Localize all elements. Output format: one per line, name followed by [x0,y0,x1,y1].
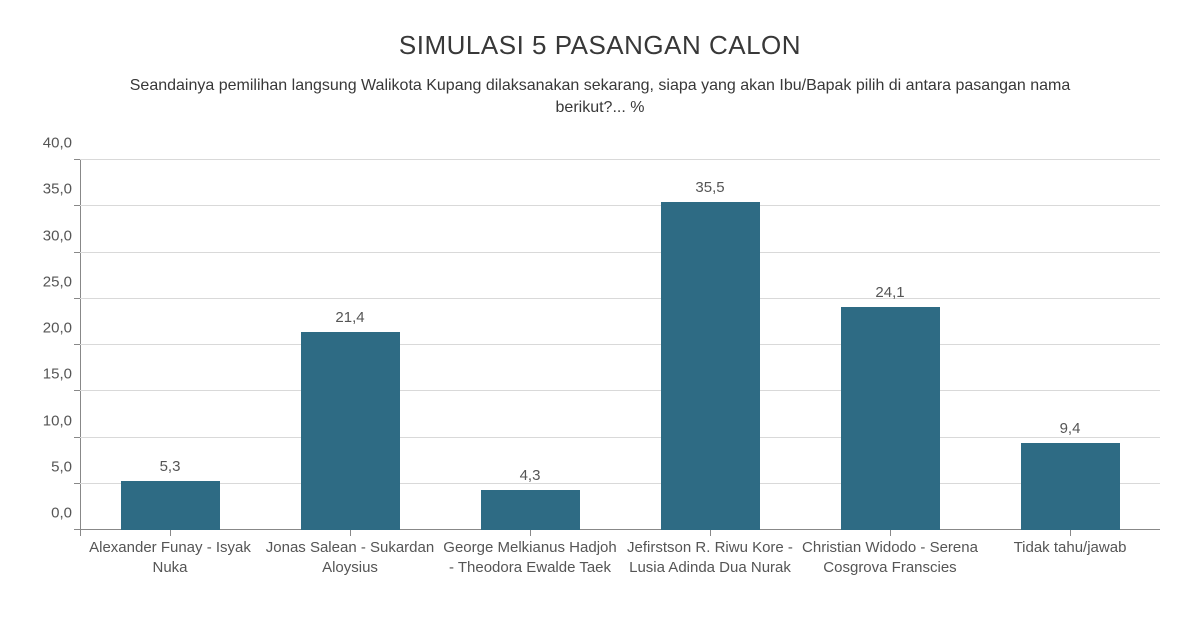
bar-value-label: 4,3 [520,467,541,490]
plot-area: 0,05,010,015,020,025,030,035,040,0 5,321… [80,160,1160,530]
x-category-label: George Melkianus Hadjoh - Theodora Ewald… [440,538,620,577]
chart-subtitle: Seandainya pemilihan langsung Walikota K… [110,75,1090,118]
bar: 35,5 [661,202,760,530]
bar: 9,4 [1021,443,1120,530]
y-tick-label: 0,0 [51,505,80,522]
x-category-label: Christian Widodo - Serena Cosgrova Frans… [800,538,980,577]
chart-area: 0,05,010,015,020,025,030,035,040,0 5,321… [80,160,1160,530]
y-tick-label: 10,0 [43,412,80,429]
bar-slot: 9,4 [980,160,1160,530]
y-tick-label: 35,0 [43,181,80,198]
y-tick-label: 15,0 [43,366,80,383]
x-labels: Alexander Funay - Isyak NukaJonas Salean… [80,530,1160,577]
chart-title: SIMULASI 5 PASANGAN CALON [0,0,1200,61]
bar: 24,1 [841,307,940,530]
bar: 5,3 [121,481,220,530]
bar-value-label: 21,4 [335,309,364,332]
bar-slot: 4,3 [440,160,620,530]
bar-slot: 21,4 [260,160,440,530]
x-category-label: Jonas Salean - Sukardan Aloysius [260,538,440,577]
bar-slot: 24,1 [800,160,980,530]
bar: 21,4 [301,332,400,530]
bar-value-label: 24,1 [875,284,904,307]
bar-value-label: 35,5 [695,179,724,202]
chart-page: { "title": "SIMULASI 5 PASANGAN CALON", … [0,0,1200,630]
bar: 4,3 [481,490,580,530]
bar-slot: 5,3 [80,160,260,530]
x-category-label: Alexander Funay - Isyak Nuka [80,538,260,577]
y-tick-label: 40,0 [43,135,80,152]
x-category-label: Tidak tahu/jawab [980,538,1160,577]
y-tick-label: 5,0 [51,458,80,475]
bar-value-label: 5,3 [160,458,181,481]
y-tick-label: 20,0 [43,320,80,337]
bars-container: 5,3 21,4 4,3 35,5 24,1 9,4 [80,160,1160,530]
y-tick-label: 30,0 [43,227,80,244]
bar-value-label: 9,4 [1060,420,1081,443]
x-category-label: Jefirstson R. Riwu Kore - Lusia Adinda D… [620,538,800,577]
bar-slot: 35,5 [620,160,800,530]
y-tick-label: 25,0 [43,273,80,290]
